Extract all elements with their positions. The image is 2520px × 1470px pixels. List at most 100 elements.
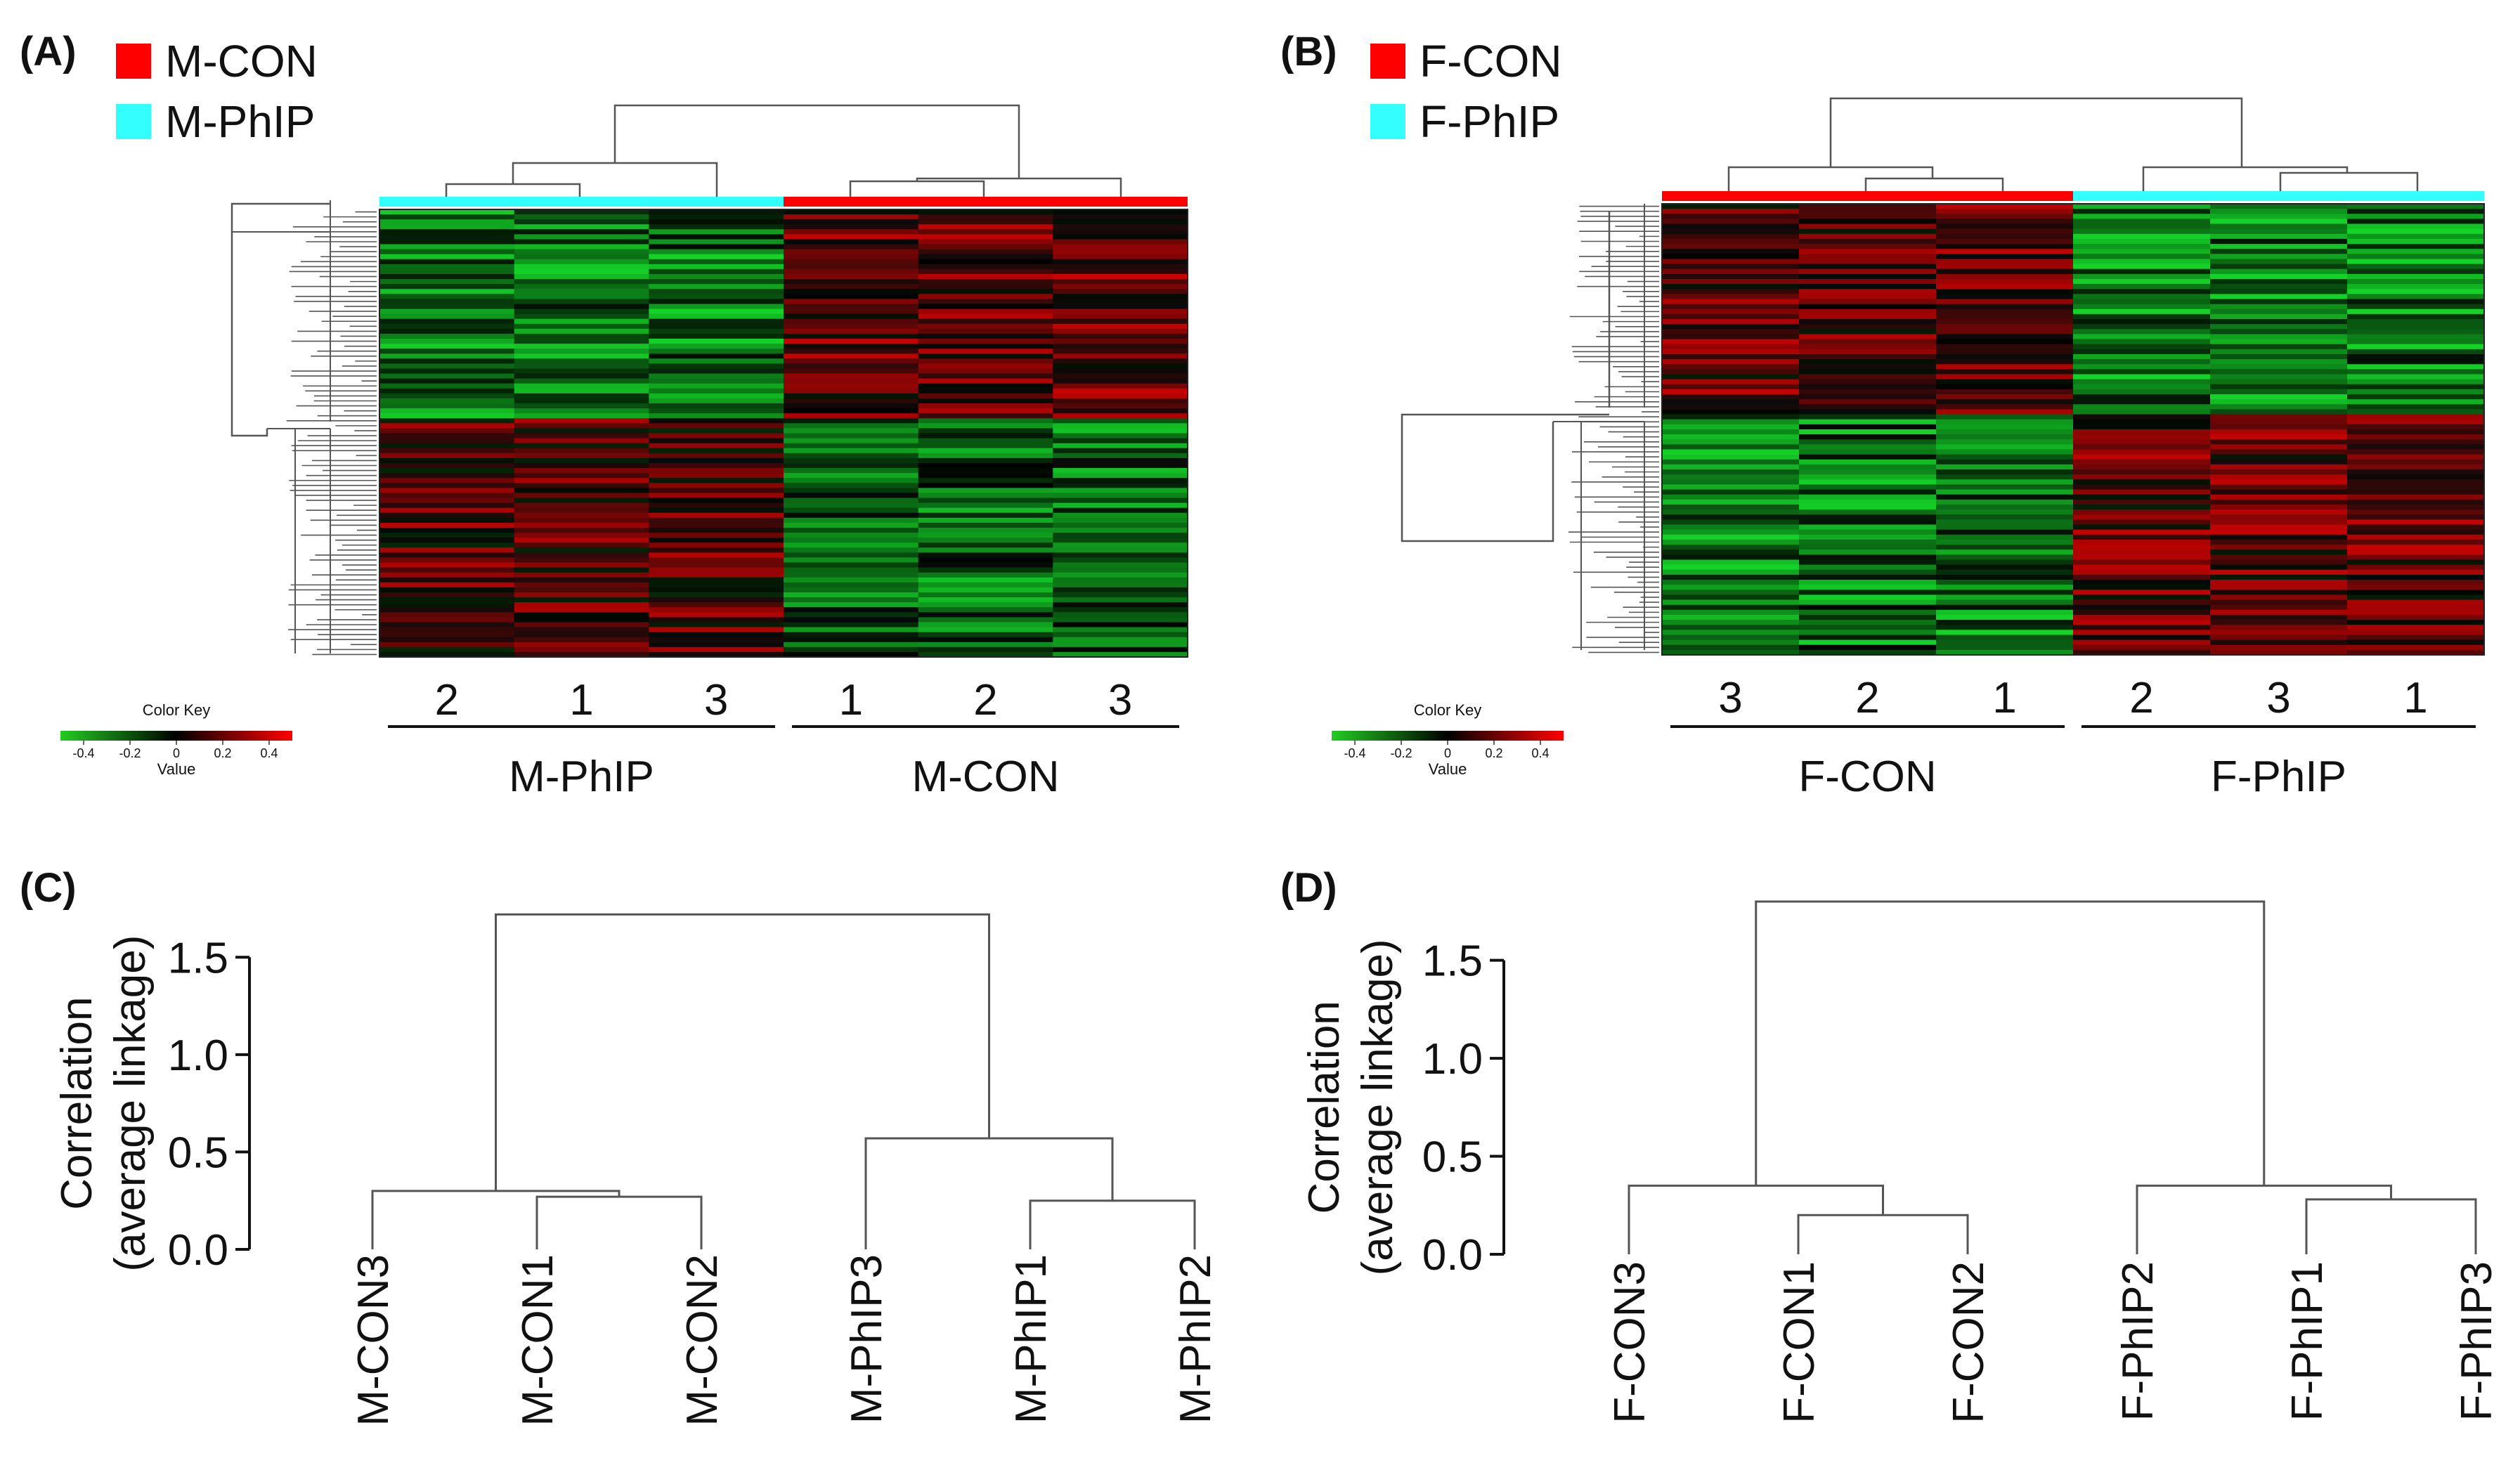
heatmap-cell-a [1053, 493, 1188, 499]
heatmap-cell-a [379, 373, 515, 379]
heatmap-cell-b [1936, 434, 2074, 440]
heatmap-cell-a [379, 268, 515, 275]
heatmap-cell-a [649, 423, 784, 429]
heatmap-cell-a [784, 304, 919, 310]
heatmap-cell-a [649, 284, 784, 290]
heatmap-cell-b [1936, 444, 2074, 450]
heatmap-cell-a [379, 358, 515, 364]
heatmap-cell-b [2210, 349, 2348, 355]
heatmap-cell-b [1799, 580, 1937, 585]
heatmap-cell-a [514, 438, 649, 444]
heatmap-cell-b [2347, 324, 2485, 330]
heatmap-cell-b [2210, 484, 2348, 490]
heatmap-cell-a [514, 418, 649, 424]
heatmap-cell-a [649, 542, 784, 548]
heatmap-cell-b [1662, 594, 1800, 601]
heatmap-cell-a [918, 448, 1053, 454]
heatmap-cell-b [1662, 339, 1800, 345]
leaf-label-c: M-CON3 [349, 1254, 398, 1426]
heatmap-cell-b [2073, 244, 2211, 249]
leaf-label-d: F-CON2 [1944, 1261, 1993, 1424]
heatmap-cell-b [2210, 319, 2348, 325]
heatmap-cell-b [2347, 449, 2485, 455]
heatmap-cell-a [379, 318, 515, 325]
legend-item-f-con: F-CON [1370, 35, 1562, 87]
column-label-a: 3 [704, 676, 728, 724]
heatmap-cell-a [379, 528, 515, 533]
heatmap-cell-b [1936, 489, 2074, 495]
heatmap-cell-a [784, 344, 919, 349]
heatmap-cell-a [379, 219, 515, 225]
dendrogram-branch-c-root [495, 913, 990, 1191]
heatmap-cell-a [514, 567, 649, 573]
column-label-b: 2 [1855, 674, 1879, 722]
heatmap-cell-b [2210, 359, 2348, 365]
heatmap-cell-a [1053, 502, 1188, 509]
heatmap-cell-a [1053, 627, 1188, 633]
heatmap-cell-a [649, 607, 784, 613]
heatmap-cell-a [918, 229, 1053, 235]
heatmap-cell-a [649, 572, 784, 578]
legend-swatch-f-con [1370, 44, 1405, 79]
heatmap-cell-a [379, 333, 515, 339]
heatmap-cell-a [1053, 528, 1188, 533]
heatmap-cell-a [379, 239, 515, 245]
heatmap-cell-a [514, 388, 649, 394]
row-dendrogram-branch-a [231, 204, 330, 233]
heatmap-cell-b [1662, 364, 1800, 370]
heatmap-cell-a [784, 383, 919, 389]
heatmap-cell-a [918, 542, 1053, 548]
heatmap-cell-a [649, 547, 784, 553]
heatmap-cell-a [784, 612, 919, 618]
heatmap-cell-b [1936, 454, 2074, 460]
heatmap-cell-b [2210, 545, 2348, 550]
heatmap-cell-b [2073, 514, 2211, 520]
heatmap-cell-b [1662, 209, 1800, 214]
heatmap-cell-a [784, 358, 919, 364]
heatmap-cell-a [514, 592, 649, 598]
heatmap-cell-a [514, 463, 649, 469]
dendrogram-branch-c-1 [535, 1195, 703, 1249]
heatmap-cell-a [514, 408, 649, 414]
heatmap-cell-b [2073, 519, 2211, 526]
heatmap-cell-b [2210, 294, 2348, 300]
heatmap-cell-b [2073, 574, 2211, 580]
heatmap-cell-b [1936, 374, 2074, 380]
heatmap-cell-b [1936, 609, 2074, 616]
heatmap-cell-a [514, 234, 649, 240]
heatmap-cell-b [2347, 519, 2485, 526]
heatmap-cell-b [1936, 599, 2074, 606]
heatmap-cell-a [784, 572, 919, 578]
heatmap-cell-a [1053, 209, 1188, 215]
heatmap-cell-b [2073, 469, 2211, 475]
heatmap-cell-b [2073, 494, 2211, 500]
heatmap-cell-b [1662, 585, 1800, 590]
heatmap-cell-b [2210, 604, 2348, 611]
heatmap-cell-a [1053, 468, 1188, 474]
heatmap-cell-a [1053, 229, 1188, 235]
heatmap-cell-a [514, 254, 649, 260]
heatmap-cell-a [918, 274, 1053, 280]
heatmap-cell-a [1053, 567, 1188, 573]
heatmap-cell-a [784, 268, 919, 275]
heatmap-cell-b [2210, 304, 2348, 310]
heatmap-cell-b [2210, 625, 2348, 630]
heatmap-cell-a [784, 264, 919, 270]
heatmap-cell-b [2347, 329, 2485, 334]
heatmap-cell-b [1799, 439, 1937, 445]
heatmap-cell-a [918, 453, 1053, 459]
heatmap-cell-a [784, 388, 919, 394]
heatmap-cell-b [1936, 414, 2074, 420]
heatmap-cell-b [2073, 609, 2211, 616]
heatmap-cell-a [379, 488, 515, 494]
heatmap-cell-a [649, 438, 784, 444]
heatmap-cell-b [1936, 554, 2074, 560]
heatmap-cell-b [2073, 259, 2211, 265]
heatmap-cell-a [1053, 388, 1188, 394]
heatmap-cell-a [1053, 463, 1188, 469]
heatmap-cell-b [1662, 509, 1800, 515]
heatmap-cell-b [1936, 264, 2074, 270]
heatmap-cell-a [918, 478, 1053, 483]
heatmap-cell-b [2210, 238, 2348, 245]
heatmap-cell-b [1799, 319, 1937, 325]
